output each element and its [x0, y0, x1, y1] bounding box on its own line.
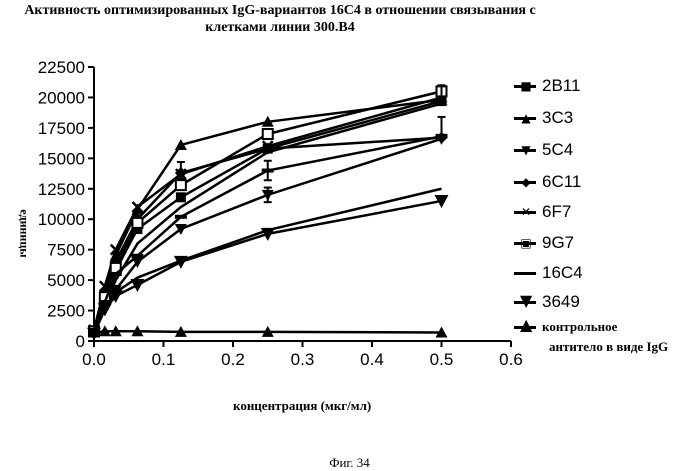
legend-label: 6C11	[542, 172, 581, 192]
data-point	[263, 129, 273, 139]
y-tick-label: 2500	[47, 302, 85, 321]
legend-label: 5C4	[542, 140, 573, 160]
data-point	[175, 215, 187, 219]
y-tick-label: 7500	[47, 241, 85, 260]
legend-label: 6F7	[542, 202, 571, 222]
y-tick-label: 22500	[38, 58, 85, 77]
y-tick-label: 20000	[38, 88, 85, 107]
figure-caption: Фиг. 34	[0, 455, 699, 471]
series-line	[94, 201, 442, 334]
legend-item-5c4: ▼ 5C4	[514, 138, 573, 162]
diamond-icon: ◆	[520, 176, 532, 188]
data-point	[176, 180, 186, 190]
triangle-down-icon: ▼	[520, 295, 532, 307]
legend-label: 16C4	[542, 263, 583, 283]
triangle-up-icon: ▲	[520, 112, 532, 124]
y-tick-label: 15000	[38, 149, 85, 168]
square-icon: ■	[520, 80, 532, 92]
x-axis-label: концентрация (мкг/мл)	[233, 398, 371, 414]
legend-item-6f7: ✕ 6F7	[514, 200, 571, 224]
data-point	[131, 254, 143, 258]
legend-item-6c11: ◆ 6C11	[514, 170, 581, 194]
legend-label: 3649	[542, 292, 580, 312]
x-tick-label: 0.6	[499, 350, 523, 369]
legend-item-16c4: 16C4	[514, 261, 583, 285]
data-point	[132, 218, 142, 228]
legend-label: контрольное	[542, 319, 617, 335]
y-tick-label: 10000	[38, 210, 85, 229]
square-open-icon: ▣	[520, 237, 532, 249]
y-axis-label: единицы	[17, 204, 32, 264]
y-tick-label: 5000	[47, 271, 85, 290]
x-tick-label: 0.2	[221, 350, 245, 369]
legend-item-3c3: ▲ 3C3	[514, 106, 573, 130]
legend-item-2b11: ■ 2B11	[514, 74, 580, 98]
legend-label-continuation: антитело в виде IgG	[549, 339, 668, 355]
legend-item-9g7: ▣ 9G7	[514, 231, 574, 255]
y-tick-label: 0	[76, 332, 85, 351]
x-tick-label: 0.1	[152, 350, 176, 369]
data-point	[130, 279, 144, 292]
y-tick-label: 17500	[38, 119, 85, 138]
triangle-up-icon: ▲	[520, 319, 532, 331]
x-tick-label: 0.5	[430, 350, 454, 369]
x-mark-icon: ✕	[520, 206, 532, 218]
x-tick-label: 0.0	[82, 350, 106, 369]
y-tick-label: 12500	[38, 180, 85, 199]
legend-label: 9G7	[542, 233, 574, 253]
x-tick-label: 0.3	[291, 350, 315, 369]
x-tick-label: 0.4	[360, 350, 384, 369]
legend-item-control-antibody: ▲ контрольное	[514, 315, 617, 339]
legend-item-3649: ▼ 3649	[514, 290, 580, 314]
data-point	[110, 272, 122, 276]
legend-label: 3C3	[542, 108, 573, 128]
legend-label: 2B11	[542, 76, 580, 96]
triangle-down-icon: ▼	[520, 144, 532, 156]
data-point	[176, 192, 186, 202]
